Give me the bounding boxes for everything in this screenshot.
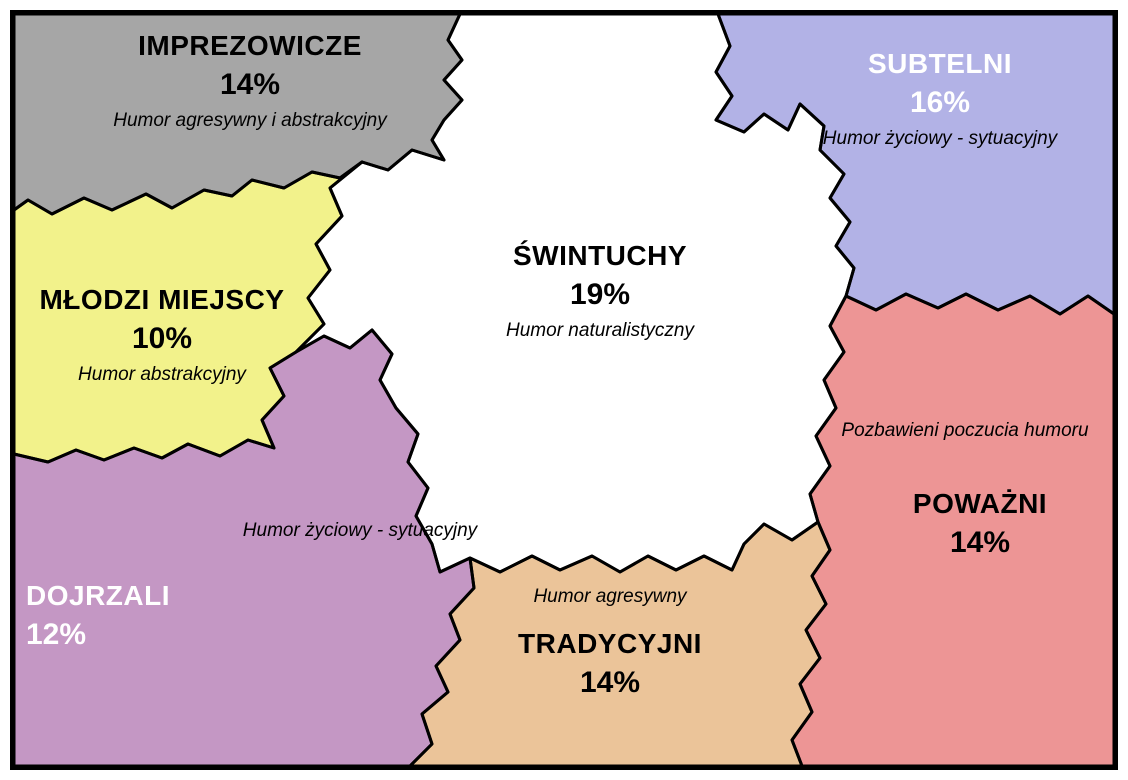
diagram-container: IMPREZOWICZE14%Humor agresywny i abstrak… (0, 0, 1128, 780)
diagram-svg (0, 0, 1128, 780)
region-powazni (792, 294, 1114, 766)
